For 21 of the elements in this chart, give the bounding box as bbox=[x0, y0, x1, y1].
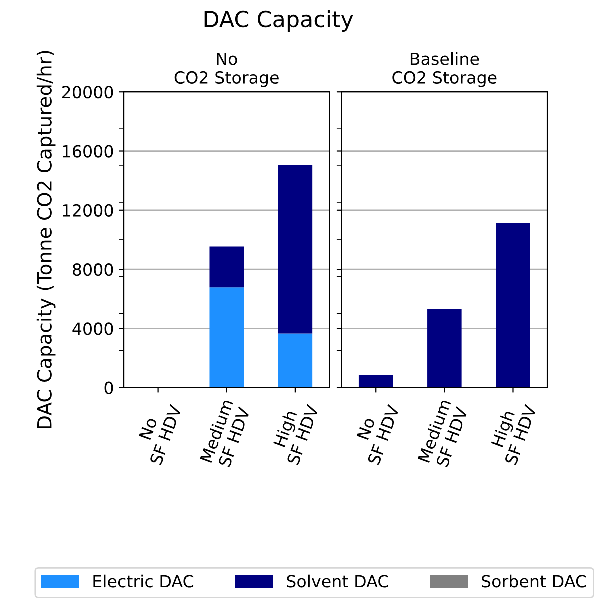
y-tick-label: 8000 bbox=[73, 264, 114, 276]
bar bbox=[210, 246, 244, 288]
bar bbox=[210, 288, 244, 388]
y-tick-label: 20000 bbox=[62, 86, 114, 99]
bar bbox=[278, 334, 313, 388]
x-tick-label: High SF HDV bbox=[490, 404, 538, 466]
x-tick-label: High SF HDV bbox=[273, 404, 320, 466]
chart-title: No CO2 Storage bbox=[174, 52, 279, 88]
y-tick-label: 12000 bbox=[63, 204, 114, 217]
text: DAC Capacity bbox=[204, 10, 354, 32]
x-tick-label: No SF HDV bbox=[139, 404, 182, 466]
legend-label: Electric DAC bbox=[94, 574, 194, 588]
bar bbox=[278, 165, 313, 334]
y-tick-label: 16000 bbox=[63, 145, 114, 158]
y-tick-label: 0 bbox=[104, 382, 114, 394]
y-tick-label: 4000 bbox=[72, 322, 114, 336]
x-tick-label: No SF HDV bbox=[356, 404, 400, 466]
legend-label: Sorbent DAC bbox=[482, 574, 586, 588]
y-axis-title: DAC Capacity (Tonne CO2 Captured/hr) bbox=[36, 51, 56, 429]
legend-label: Solvent DAC bbox=[287, 574, 388, 588]
chart-title: Baseline CO2 Storage bbox=[392, 52, 497, 88]
